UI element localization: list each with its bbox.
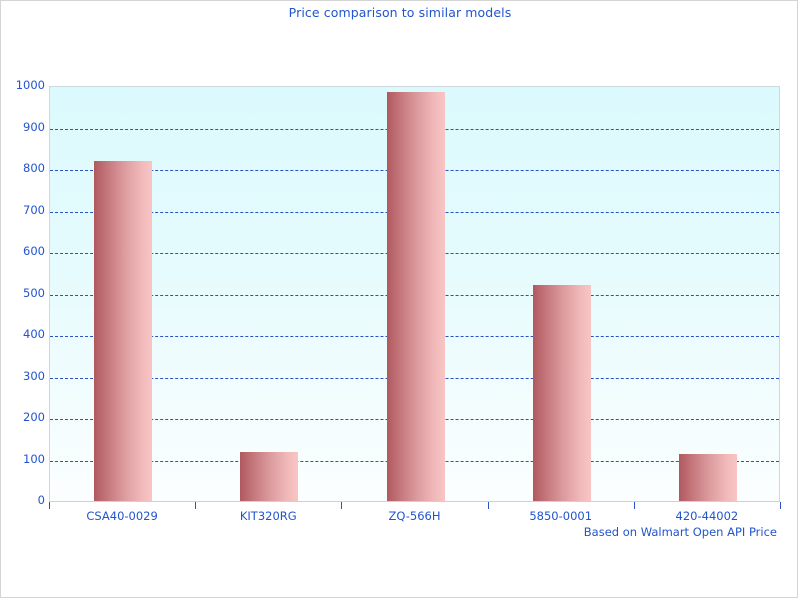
chart-title: Price comparison to similar models [288,5,512,20]
y-axis-tick-label: 100 [23,451,45,466]
y-axis-tick-label: 900 [23,119,45,134]
x-axis-tick-label: KIT320RG [239,509,297,523]
y-axis-tick-label: 1000 [15,78,45,92]
y-axis-tick-label: 700 [23,202,45,217]
x-axis-tick-label: ZQ-566H [388,509,441,523]
x-axis-tick-mark [195,502,197,509]
bar[interactable] [94,160,153,501]
x-axis-tick-mark [49,502,50,509]
bar[interactable] [678,453,737,501]
y-axis-tick-label: 400 [23,327,45,341]
y-axis-tick-label: 300 [23,368,45,383]
y-axis-tick-label: 600 [23,244,45,258]
bar[interactable] [386,92,445,501]
bar[interactable] [240,452,299,501]
x-axis-tick-mark [341,502,343,509]
x-axis-tick-label: 5850-0001 [529,509,593,523]
x-axis-tick-label: CSA40-0029 [86,509,158,523]
y-axis-tick-label: 500 [23,285,45,300]
bar[interactable] [532,285,591,501]
x-axis-tick-mark [487,502,489,509]
y-axis-tick-label: 800 [23,161,45,175]
x-axis-tick-mark [633,502,635,509]
y-axis-line [49,86,50,501]
y-axis-labels: 0 100 200 300 400 500 600 700 800 900 1000 [1,1,45,601]
y-axis-tick-label: 200 [23,410,45,424]
footer-note: Based on Walmart Open API Price [583,525,777,539]
x-axis-tick-label: 420-44002 [675,509,739,523]
y-axis-tick-label: 0 [37,493,45,507]
x-axis-line [49,501,780,502]
plot-area [49,86,780,501]
x-axis-tick-mark [780,502,781,509]
